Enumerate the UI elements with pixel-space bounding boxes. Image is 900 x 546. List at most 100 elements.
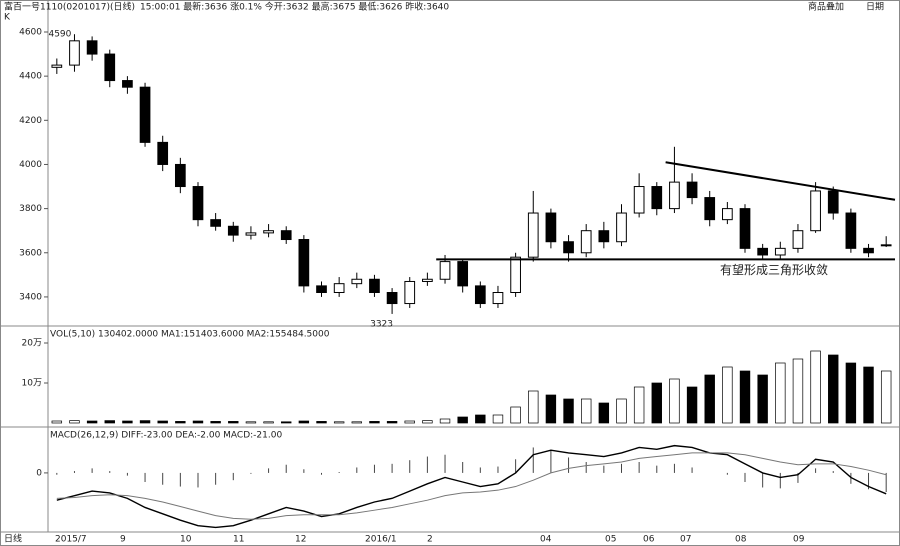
volume-bar xyxy=(122,420,133,424)
volume-bar xyxy=(281,421,292,424)
candle-body xyxy=(69,40,80,66)
candle-body xyxy=(757,247,769,256)
volume-bar xyxy=(475,414,486,424)
volume-bar xyxy=(263,421,274,424)
candle-body xyxy=(686,181,698,199)
candle-body xyxy=(439,261,451,280)
volume-bar xyxy=(316,421,327,424)
volume-bar xyxy=(845,362,857,424)
volume-bar xyxy=(333,421,345,424)
volume-bar xyxy=(810,350,821,424)
candle-body xyxy=(298,239,310,287)
low-label: 3323 xyxy=(370,319,393,329)
volume-bar xyxy=(210,421,221,424)
volume-bar xyxy=(510,406,521,424)
candle-body xyxy=(563,241,574,254)
volume-bar xyxy=(139,420,151,424)
header-quote: 15:00:01 最新:3636 涨0.1% 今开:3632 最高:3675 最… xyxy=(140,1,449,13)
volume-bar xyxy=(863,366,874,424)
x-axis-name: 日线 xyxy=(4,533,22,545)
candle-body xyxy=(863,247,874,254)
candle-body xyxy=(122,80,133,88)
x-tick-label: 2 xyxy=(427,535,433,545)
menu-item[interactable]: 商品叠加 xyxy=(808,1,844,13)
candle-body xyxy=(139,86,151,143)
volume-bar xyxy=(457,416,468,424)
candle-body xyxy=(669,181,680,210)
candle-body xyxy=(845,212,857,249)
header-title: 富百一号1110(0201017)(日线) xyxy=(4,1,135,13)
candle-body xyxy=(598,230,610,243)
y-tick-label: 0 xyxy=(36,468,42,478)
volume-bar xyxy=(404,420,415,424)
menu-item[interactable]: 日期 xyxy=(866,2,884,13)
x-tick-label: 07 xyxy=(680,535,691,545)
candle-body xyxy=(369,278,380,294)
volume-bar xyxy=(245,421,257,424)
volume-bar xyxy=(739,370,751,424)
volume-bar xyxy=(351,421,363,424)
x-tick-label: 09 xyxy=(793,535,805,545)
y-tick-label: 3800 xyxy=(19,204,42,214)
volume-bar xyxy=(51,420,63,424)
volume-bar xyxy=(228,421,239,424)
volume-bar xyxy=(492,414,504,424)
volume-bar xyxy=(580,398,592,424)
volume-bar xyxy=(651,382,662,424)
volume-bar xyxy=(104,420,115,424)
volume-bar xyxy=(439,418,451,424)
candle-body xyxy=(827,190,839,214)
candle-body xyxy=(616,212,627,243)
candle-body xyxy=(51,64,63,68)
candle-body xyxy=(263,230,274,234)
y-tick-label: 4400 xyxy=(19,72,42,82)
candle-body xyxy=(174,163,186,188)
volume-bar xyxy=(422,420,433,424)
y-tick-label: 4600 xyxy=(19,27,42,37)
volume-bar xyxy=(386,421,398,424)
candle-body xyxy=(386,292,398,305)
candle-body xyxy=(739,208,751,249)
volume-bar xyxy=(828,354,839,424)
candle-body xyxy=(210,219,221,227)
panel-title: VOL(5,10) 130402.0000 MA1:151403.6000 MA… xyxy=(50,330,330,340)
candle-body xyxy=(633,186,645,214)
volume-bar xyxy=(175,421,186,424)
volume-bar xyxy=(686,386,698,424)
candle-body xyxy=(722,208,733,221)
candle-body xyxy=(545,212,557,243)
y-tick-label: 3400 xyxy=(19,292,42,302)
x-tick-label: 12 xyxy=(295,535,306,545)
high-label: 4590 xyxy=(48,30,71,40)
volume-bar xyxy=(69,420,80,424)
candle-body xyxy=(333,283,345,294)
x-tick-label: 05 xyxy=(605,535,616,545)
volume-bar xyxy=(598,402,610,424)
candle-body xyxy=(457,261,469,287)
volume-bar xyxy=(775,362,786,424)
candle-body xyxy=(880,244,892,247)
candle-body xyxy=(527,212,539,258)
volume-bar xyxy=(704,374,715,424)
candle-body xyxy=(227,225,239,236)
volume-bar xyxy=(880,370,892,424)
y-tick-label: 3600 xyxy=(19,248,42,258)
macd-dea xyxy=(56,452,887,520)
candle-body xyxy=(810,190,821,232)
candle-body xyxy=(104,53,116,82)
volume-bar xyxy=(298,420,310,424)
volume-bar xyxy=(633,386,645,424)
candle-body xyxy=(774,247,786,256)
volume-bar xyxy=(545,394,557,424)
y-tick-label: 4200 xyxy=(19,116,42,126)
macd-dif xyxy=(56,444,887,529)
annotation: 有望形成三角形收敛 xyxy=(720,262,828,277)
x-tick-label: 08 xyxy=(735,535,747,545)
volume-bar xyxy=(563,398,574,424)
trend-line xyxy=(665,161,896,201)
candle-body xyxy=(351,278,363,285)
volume-bar xyxy=(792,358,804,424)
volume-bar xyxy=(722,366,733,424)
candle-body xyxy=(651,186,663,210)
